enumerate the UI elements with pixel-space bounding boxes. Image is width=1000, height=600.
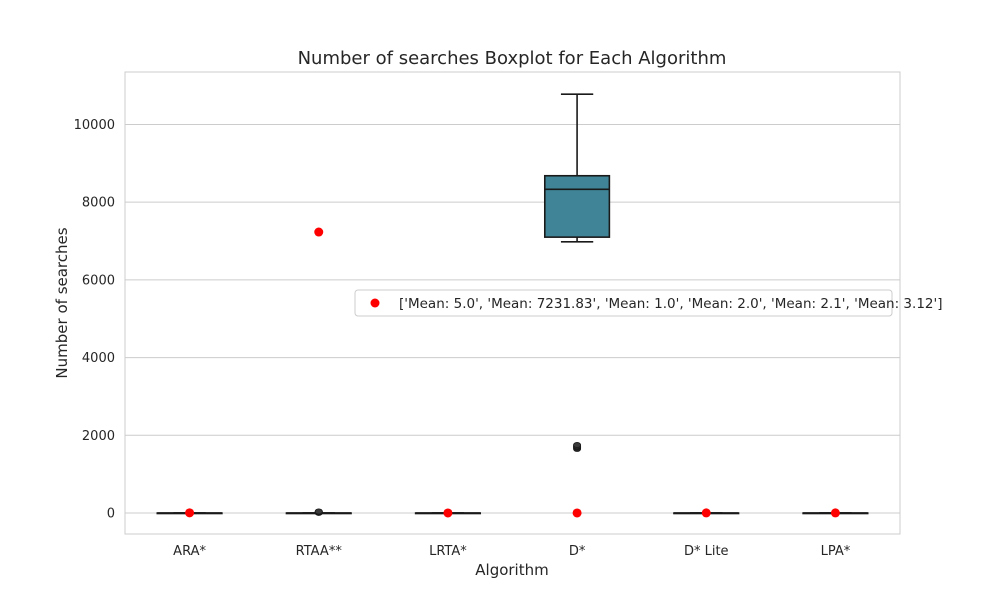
mean-point bbox=[314, 227, 324, 237]
chart-title: Number of searches Boxplot for Each Algo… bbox=[298, 48, 727, 69]
x-tick-label: D* Lite bbox=[684, 544, 729, 559]
legend-frame bbox=[354, 289, 893, 317]
mean-point bbox=[443, 508, 453, 518]
x-tick-label: RTAA** bbox=[296, 544, 343, 559]
boxes bbox=[156, 93, 869, 516]
legend-marker bbox=[370, 298, 380, 308]
x-tick-label: ARA* bbox=[173, 544, 206, 559]
legend: ['Mean: 5.0', 'Mean: 7231.83', 'Mean: 1.… bbox=[354, 289, 942, 317]
x-tick-label: LRTA* bbox=[429, 544, 467, 559]
x-tick-label: LPA* bbox=[821, 544, 851, 559]
mean-point bbox=[572, 508, 582, 518]
y-tick-label: 2000 bbox=[82, 429, 115, 444]
y-tick-label: 10000 bbox=[74, 118, 115, 133]
y-tick-label: 0 bbox=[107, 507, 115, 522]
mean-point bbox=[830, 508, 840, 518]
legend-label: ['Mean: 5.0', 'Mean: 7231.83', 'Mean: 1.… bbox=[399, 296, 942, 312]
mean-markers bbox=[185, 227, 840, 518]
y-tick-label: 8000 bbox=[82, 196, 115, 211]
y-tick-label: 6000 bbox=[82, 273, 115, 288]
outlier-point bbox=[314, 508, 323, 515]
mean-point bbox=[185, 508, 195, 518]
box-body bbox=[543, 174, 611, 238]
x-tick-label: D* bbox=[569, 544, 586, 559]
x-axis-label: Algorithm bbox=[475, 561, 548, 579]
mean-point bbox=[701, 508, 711, 518]
grid-lines bbox=[125, 123, 900, 514]
plot-frame bbox=[124, 71, 901, 535]
tick-labels: 0 2000 4000 6000 8000 10000 ARA* RTAA** LRTA* D* D… bbox=[74, 118, 851, 559]
y-axis-label: Number of searches bbox=[53, 227, 71, 378]
outlier-point bbox=[573, 442, 582, 449]
y-tick-label: 4000 bbox=[82, 351, 115, 366]
